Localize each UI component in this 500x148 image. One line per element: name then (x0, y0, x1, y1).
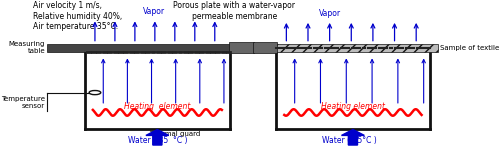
Text: Temperature
sensor: Temperature sensor (1, 96, 45, 110)
Text: Air velocity 1 m/s,
Relative humidity 40%,
Air temperature 35°C.: Air velocity 1 m/s, Relative humidity 40… (32, 1, 122, 31)
Circle shape (89, 91, 101, 95)
Text: Sample of textile: Sample of textile (440, 45, 500, 51)
Bar (230, 42, 254, 53)
Text: Water ( 35°C ): Water ( 35°C ) (322, 136, 377, 145)
Bar (47, 44, 268, 52)
Text: Thermal guard: Thermal guard (149, 131, 201, 137)
Text: Measuring
table: Measuring table (8, 41, 45, 54)
Text: Vapor: Vapor (144, 7, 166, 16)
Text: Water ( 35  °C ): Water ( 35 °C ) (128, 136, 187, 145)
Text: Porous plate with a water-vapor
permeable membrane: Porous plate with a water-vapor permeabl… (174, 1, 296, 21)
Text: Heating  element: Heating element (124, 102, 190, 111)
Bar (253, 42, 277, 53)
Bar (276, 44, 438, 52)
FancyArrow shape (146, 130, 169, 145)
Text: Heating element: Heating element (321, 102, 385, 111)
FancyArrow shape (342, 130, 364, 145)
Text: Vapor: Vapor (319, 9, 341, 18)
